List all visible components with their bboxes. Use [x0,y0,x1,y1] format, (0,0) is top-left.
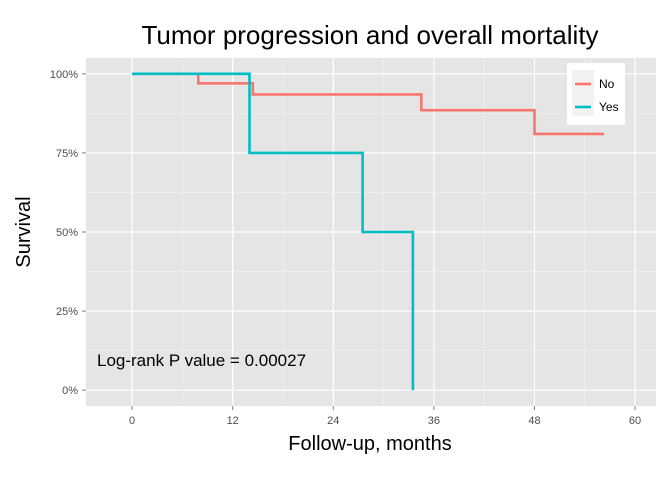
x-axis-title: Follow-up, months [288,433,451,455]
y-axis-ticks: 0% 25% 50% 75% 100% [50,69,86,397]
y-tick-label: 50% [56,227,78,239]
x-axis-ticks: 0 12 24 36 48 60 [129,406,641,427]
series-line-no [132,72,604,136]
legend-label-yes: Yes [599,100,619,114]
x-tick-label: 24 [327,415,339,427]
series-line-yes [132,72,415,391]
chart-title: Tumor progression and overall mortality [141,20,598,50]
major-gridlines [86,58,656,406]
y-axis-title: Survival [13,196,35,267]
x-tick-label: 0 [129,415,135,427]
y-tick-label: 0% [62,385,78,397]
x-tick-label: 60 [629,415,641,427]
y-tick-label: 100% [50,69,78,81]
logrank-annotation: Log-rank P value = 0.00027 [97,351,306,370]
x-tick-label: 12 [227,415,239,427]
y-tick-label: 75% [56,148,78,160]
x-tick-label: 36 [428,415,440,427]
y-tick-label: 25% [56,306,78,318]
legend: No Yes [567,63,625,125]
x-tick-label: 48 [528,415,540,427]
series-layer [132,72,604,391]
legend-key-bg [572,70,594,116]
legend-label-no: No [599,77,615,91]
